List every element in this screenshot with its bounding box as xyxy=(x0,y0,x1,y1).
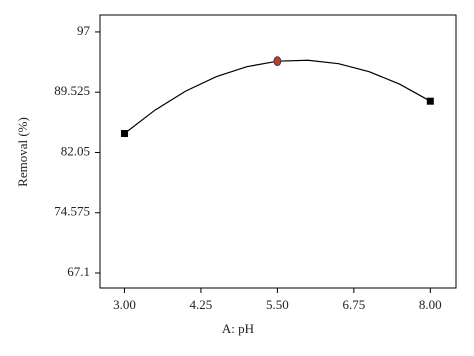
y-tick-label: 89.525 xyxy=(54,83,90,98)
design-point xyxy=(426,97,434,105)
plot-frame xyxy=(99,14,457,289)
y-tick-label: 97 xyxy=(77,23,91,38)
fit-curve xyxy=(124,59,431,134)
y-tick-label: 82.05 xyxy=(61,143,90,158)
y-axis-label: Removal (%) xyxy=(15,117,30,187)
x-tick-label: 5.50 xyxy=(266,297,289,312)
x-axis-label: A: pH xyxy=(222,321,254,336)
x-tick-label: 3.00 xyxy=(113,297,136,312)
x-tick-label: 8.00 xyxy=(419,297,442,312)
center-point xyxy=(273,56,282,67)
x-tick-label: 4.25 xyxy=(190,297,213,312)
x-tick-label: 6.75 xyxy=(342,297,365,312)
y-tick-label: 74.575 xyxy=(54,204,90,219)
y-tick-label: 67.1 xyxy=(67,264,90,279)
design-point xyxy=(120,130,128,138)
